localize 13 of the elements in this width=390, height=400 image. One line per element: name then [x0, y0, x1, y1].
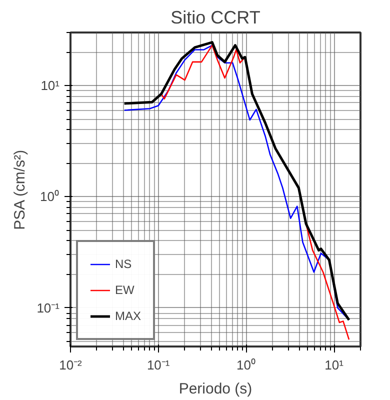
- x-tick-label: 10¹: [324, 358, 344, 372]
- x-tick-label: 10⁻²: [59, 358, 83, 372]
- y-tick-label: 10⁻¹: [36, 300, 60, 316]
- legend-label: NS: [115, 257, 133, 271]
- x-tick-label: 10⁰: [236, 358, 256, 372]
- y-tick-label: 10⁰: [40, 189, 60, 204]
- y-axis-title: PSA (cm/s²): [12, 150, 29, 230]
- x-tick-label: 10⁻¹: [146, 358, 170, 372]
- x-axis-title: Periodo (s): [178, 380, 252, 398]
- legend-label: MAX: [115, 309, 142, 323]
- chart-title: Sitio CCRT: [170, 8, 260, 28]
- legend-label: EW: [115, 283, 135, 297]
- y-tick-label: 10¹: [40, 78, 60, 94]
